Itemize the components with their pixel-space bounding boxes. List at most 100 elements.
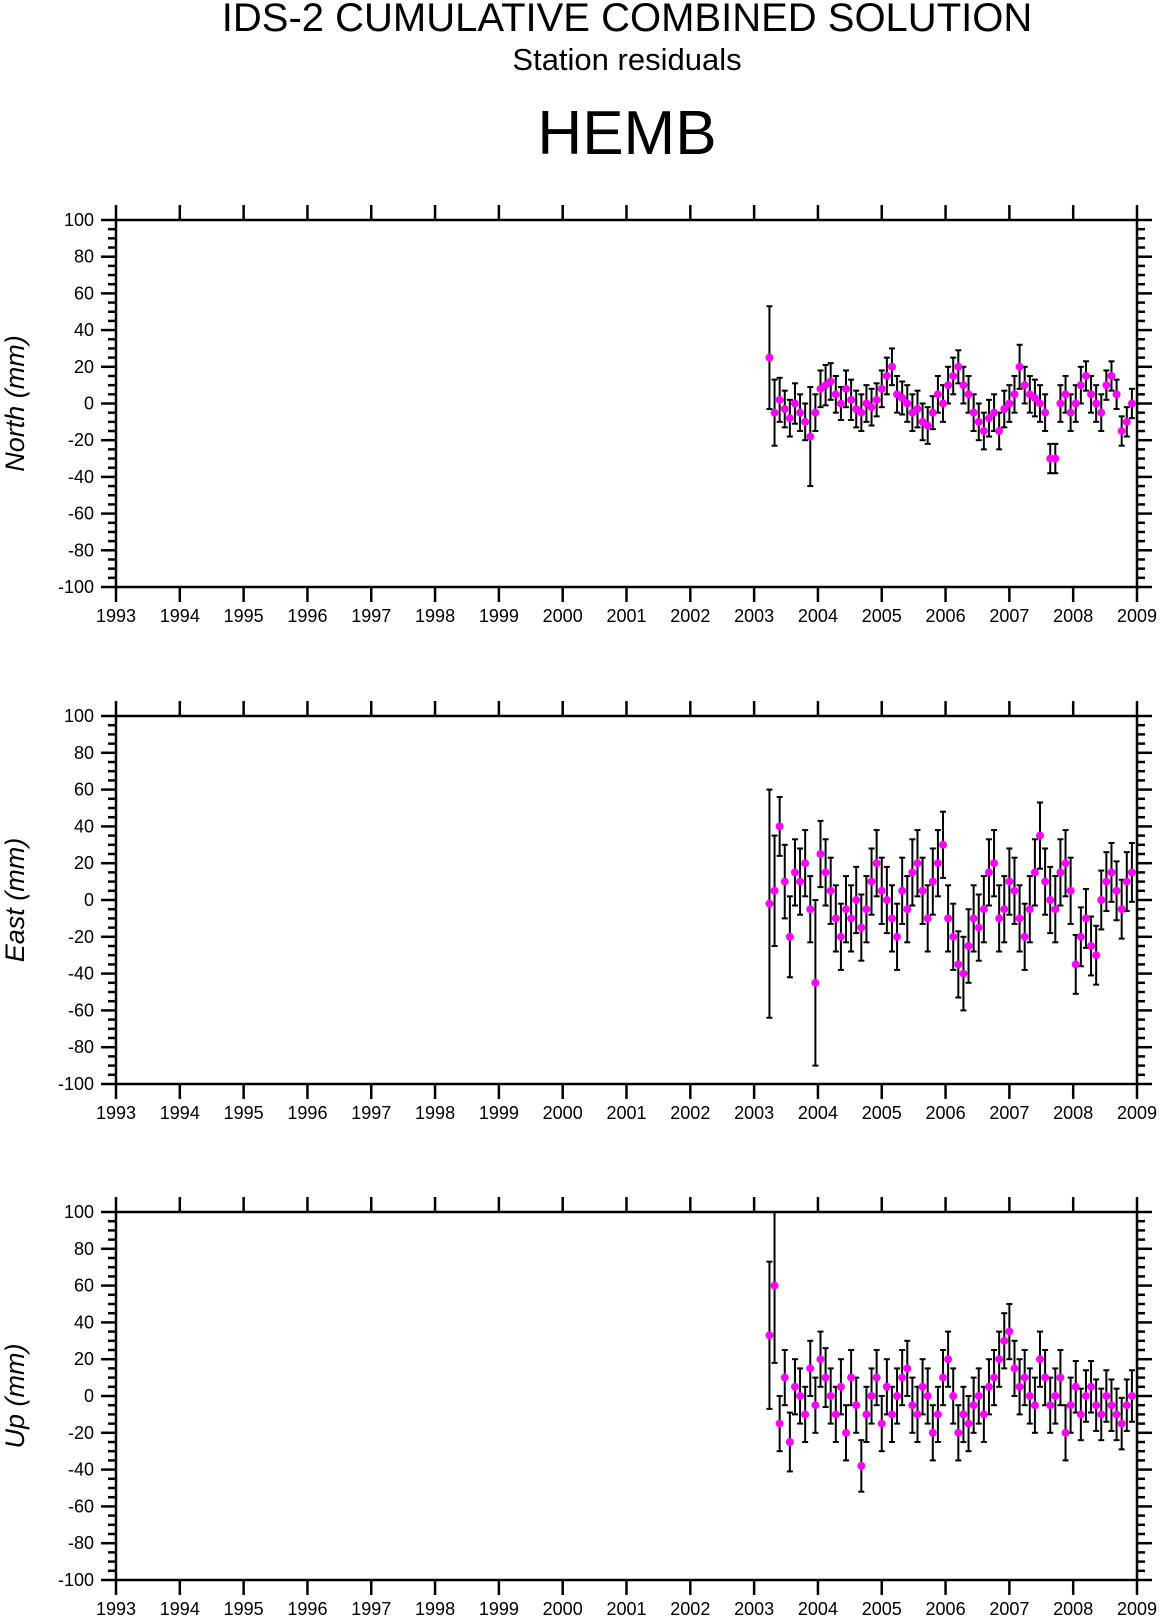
y-tick-label: 20 — [74, 853, 94, 873]
x-tick-label: 1993 — [96, 606, 136, 626]
data-point — [780, 405, 789, 414]
plot-east: 1993 1994 1995 1996 1997 1998 1999 2000 2001 2002… — [0, 701, 1157, 1123]
data-point — [775, 822, 784, 831]
y-tick-label: -80 — [68, 1037, 94, 1057]
data-point — [780, 877, 789, 886]
data-point — [872, 395, 881, 404]
data-point — [801, 859, 810, 868]
y-tick-label: 100 — [64, 706, 94, 726]
data-point — [1030, 393, 1039, 402]
data-point — [898, 886, 907, 895]
data-point — [1015, 1382, 1024, 1391]
data-point — [1107, 868, 1116, 877]
data-point — [1046, 1401, 1055, 1410]
x-tick-label: 2005 — [862, 1599, 902, 1619]
y-tick-label: 60 — [74, 1276, 94, 1296]
data-point — [842, 905, 851, 914]
x-tick-label: 1998 — [415, 1599, 455, 1619]
data-point — [796, 408, 805, 417]
data-point — [969, 408, 978, 417]
data-point — [1010, 1364, 1019, 1373]
x-tick-label: 2000 — [543, 606, 583, 626]
data-point — [1036, 399, 1045, 408]
data-point — [923, 421, 932, 430]
data-point — [831, 390, 840, 399]
data-point — [857, 923, 866, 932]
x-tick-label: 2008 — [1053, 1599, 1093, 1619]
data-point — [1056, 868, 1065, 877]
data-point — [770, 408, 779, 417]
data-point — [1005, 877, 1014, 886]
data-point — [979, 905, 988, 914]
data-point — [949, 1392, 958, 1400]
x-tick-label: 1999 — [479, 1599, 519, 1619]
data-point — [1066, 408, 1075, 417]
x-tick-label: 2001 — [606, 1599, 646, 1619]
data-point — [1112, 390, 1121, 399]
x-tick-label: 2005 — [862, 1103, 902, 1123]
y-tick-label: -20 — [68, 1423, 94, 1443]
y-tick-label: 40 — [74, 816, 94, 836]
data-point — [939, 840, 948, 849]
data-point — [765, 899, 774, 908]
data-point — [887, 362, 896, 371]
data-point — [974, 417, 983, 426]
data-point — [770, 886, 779, 895]
x-tick-label: 1996 — [287, 1103, 327, 1123]
data-point — [775, 1419, 784, 1428]
data-point — [1097, 1410, 1106, 1419]
data-point — [1025, 905, 1034, 914]
data-point — [1071, 1382, 1080, 1391]
data-point — [826, 377, 835, 386]
data-point — [1041, 408, 1050, 417]
x-tick-label: 2003 — [734, 1599, 774, 1619]
data-point — [984, 414, 993, 423]
data-point — [949, 371, 958, 380]
x-tick-label: 1995 — [224, 1103, 264, 1123]
data-point — [1087, 942, 1096, 950]
y-tick-label: 80 — [74, 247, 94, 267]
data-point — [826, 886, 835, 895]
data-point — [1071, 960, 1080, 969]
data-point — [933, 1410, 942, 1419]
chart-title: IDS-2 CUMULATIVE COMBINED SOLUTION — [221, 0, 1033, 40]
data-series — [765, 1212, 1136, 1493]
x-tick-label: 1995 — [224, 606, 264, 626]
data-point — [1000, 1336, 1009, 1345]
data-point — [959, 381, 968, 390]
data-point — [903, 905, 912, 914]
x-tick-label: 2002 — [670, 1599, 710, 1619]
data-point — [1020, 1373, 1029, 1382]
y-tick-label: -40 — [68, 1460, 94, 1480]
x-tick-label: 1998 — [415, 606, 455, 626]
data-point — [806, 432, 815, 441]
data-point — [862, 1410, 871, 1419]
data-point — [1117, 905, 1126, 914]
data-point — [964, 1419, 973, 1428]
data-point — [790, 868, 799, 877]
data-point — [974, 1392, 983, 1400]
data-point — [893, 1392, 902, 1400]
data-point — [913, 1410, 922, 1419]
data-point — [979, 1410, 988, 1419]
data-point — [918, 886, 927, 895]
data-point — [1102, 877, 1111, 886]
data-point — [1051, 905, 1060, 914]
data-point — [1112, 886, 1121, 895]
x-tick-label: 1994 — [160, 606, 200, 626]
data-point — [1092, 951, 1101, 960]
data-point — [964, 390, 973, 399]
data-point — [974, 923, 983, 932]
data-point — [1066, 1401, 1075, 1410]
data-point — [1061, 859, 1070, 868]
data-point — [954, 960, 963, 969]
data-point — [780, 1373, 789, 1382]
data-point — [939, 1373, 948, 1382]
x-tick-label: 1997 — [351, 1599, 391, 1619]
data-point — [1030, 868, 1039, 877]
data-point — [1127, 868, 1136, 877]
x-tick-label: 2007 — [989, 1599, 1029, 1619]
data-point — [836, 932, 845, 941]
data-point — [1015, 362, 1024, 371]
data-point — [1005, 1327, 1014, 1336]
